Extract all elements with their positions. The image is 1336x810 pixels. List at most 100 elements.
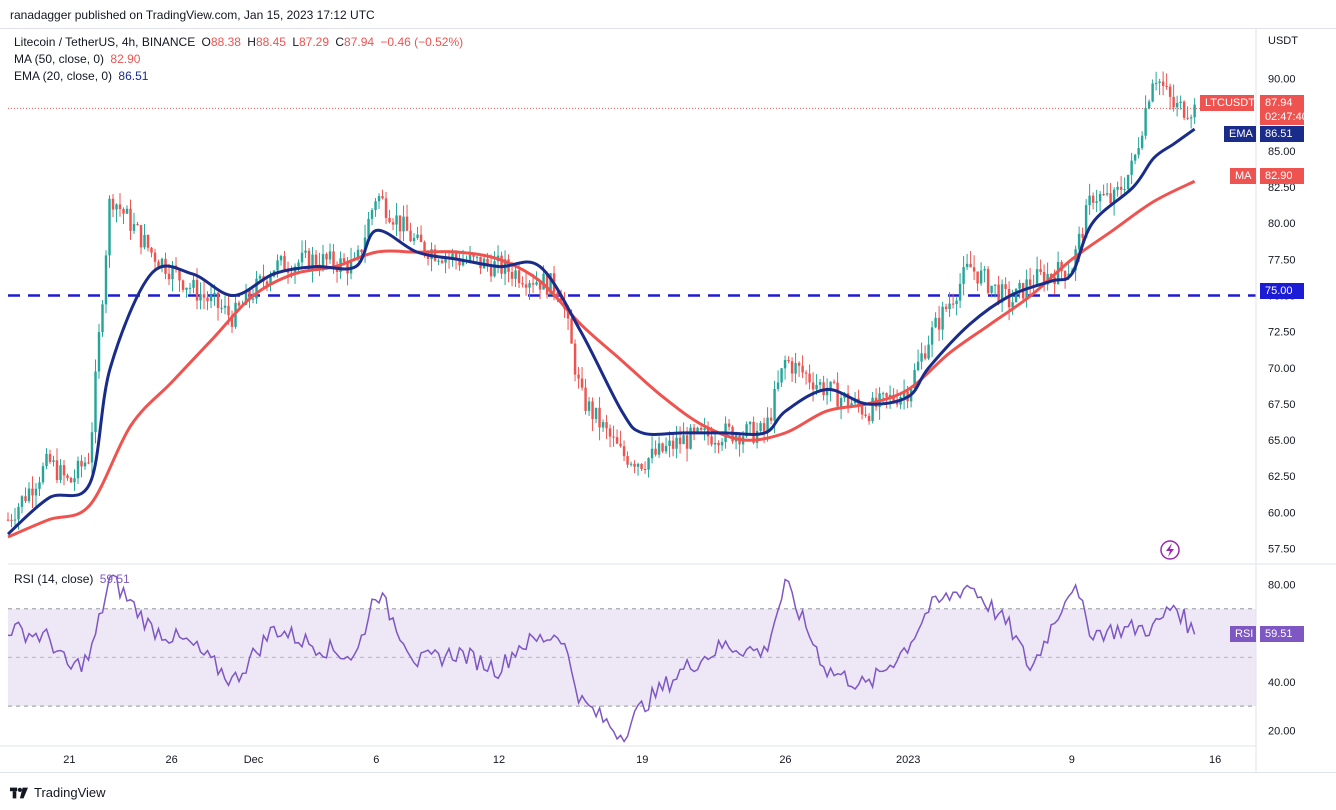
candle-body: [472, 254, 475, 257]
price-tick-label: 60.00: [1268, 507, 1296, 519]
candle-body: [342, 258, 346, 262]
candle-body: [1161, 81, 1165, 86]
candle-body: [762, 423, 766, 433]
candle-body: [752, 421, 755, 443]
rsi-legend[interactable]: RSI (14, close) 59.51: [14, 572, 133, 586]
candle-body: [45, 453, 48, 467]
candle-body: [664, 445, 668, 452]
candle-body: [769, 417, 773, 421]
candle-body: [885, 393, 888, 397]
candle-body: [199, 294, 202, 301]
ema-legend[interactable]: EMA (20, close, 0) 86.51: [14, 69, 151, 83]
candle-body: [622, 446, 626, 457]
candle-body: [531, 283, 535, 285]
candle-body: [73, 478, 76, 483]
candle-body: [902, 391, 906, 397]
candle-body: [500, 255, 503, 274]
candle-body: [223, 305, 227, 308]
symbol-legend[interactable]: Litecoin / TetherUS, 4h, BINANCE O88.38 …: [14, 35, 466, 49]
candle-body: [1102, 194, 1105, 196]
candle-body: [941, 306, 944, 330]
candle-body: [311, 254, 314, 270]
candle-body: [1077, 233, 1081, 250]
candle-body: [468, 254, 472, 261]
time-tick-label: 16: [1209, 754, 1221, 766]
candle-body: [370, 210, 374, 219]
time-tick-label: Dec: [244, 754, 264, 766]
time-tick-label: 26: [166, 754, 178, 766]
candle-body: [391, 222, 395, 225]
candle-body: [1175, 103, 1179, 108]
candle-body: [1035, 269, 1039, 286]
price-tick-label: 57.50: [1268, 544, 1296, 556]
candle-body: [608, 428, 612, 437]
candle-body: [405, 216, 409, 231]
candle-body: [598, 407, 601, 428]
candle-body: [1140, 135, 1144, 149]
candle-body: [255, 278, 258, 299]
candle-body: [332, 251, 335, 267]
candle-body: [314, 254, 318, 265]
close-label: C: [335, 35, 345, 49]
candle-body: [430, 249, 433, 259]
candle-body: [13, 519, 17, 521]
candle-body: [958, 283, 962, 301]
tradingview-logo[interactable]: TradingView: [10, 785, 106, 800]
candle-body: [643, 469, 647, 471]
candle-body: [90, 432, 94, 463]
candle-body: [374, 201, 377, 211]
candle-body: [367, 218, 370, 238]
candle-body: [412, 237, 416, 242]
candle-body: [122, 209, 125, 214]
candle-body: [993, 284, 997, 286]
candle-body: [486, 258, 489, 265]
candle-body: [41, 466, 45, 483]
candle-body: [1147, 101, 1151, 108]
candle-body: [549, 273, 552, 295]
candle-body: [997, 284, 1000, 303]
candle-body: [825, 390, 829, 396]
ema-label: EMA (20, close, 0): [14, 69, 113, 83]
candle-body: [720, 442, 724, 446]
candle-body: [115, 204, 118, 210]
candle-body: [409, 230, 412, 242]
price-tick-label: 62.50: [1268, 471, 1296, 483]
lightning-icon[interactable]: [1160, 540, 1180, 560]
candle-body: [748, 421, 752, 425]
candle-body: [398, 215, 402, 232]
ma-price-tag: 82.90: [1260, 168, 1304, 184]
candle-body: [965, 263, 969, 268]
support-price-tag: 75.00: [1260, 283, 1304, 299]
candle-body: [745, 424, 748, 437]
candle-body: [951, 303, 955, 305]
candle-body: [577, 374, 580, 379]
candle-body: [279, 256, 283, 261]
candle-body: [402, 216, 405, 232]
candle-body: [629, 463, 633, 465]
candle-body: [27, 488, 31, 502]
candle-body: [776, 382, 780, 390]
candle-body: [640, 464, 643, 470]
price-tick-label: 90.00: [1268, 74, 1296, 86]
candle-body: [584, 387, 587, 411]
candle-body: [300, 252, 304, 263]
time-tick-label: 12: [493, 754, 505, 766]
ema-price-tag: 86.51: [1260, 126, 1304, 142]
low-label: L: [292, 35, 299, 49]
candle-body: [685, 435, 689, 449]
candle-body: [69, 477, 73, 483]
candle-body: [153, 252, 157, 262]
candle-body: [461, 261, 465, 266]
candle-body: [1126, 174, 1130, 190]
candle-body: [972, 267, 976, 272]
candle-body: [1014, 288, 1018, 303]
candle-body: [1000, 284, 1004, 303]
candle-body: [307, 250, 311, 270]
candle-body: [146, 235, 150, 248]
candle-body: [839, 397, 843, 407]
candle-body: [181, 280, 185, 290]
ma-legend[interactable]: MA (50, close, 0) 82.90: [14, 52, 143, 66]
candle-body: [860, 405, 864, 415]
candle-body: [237, 302, 241, 306]
